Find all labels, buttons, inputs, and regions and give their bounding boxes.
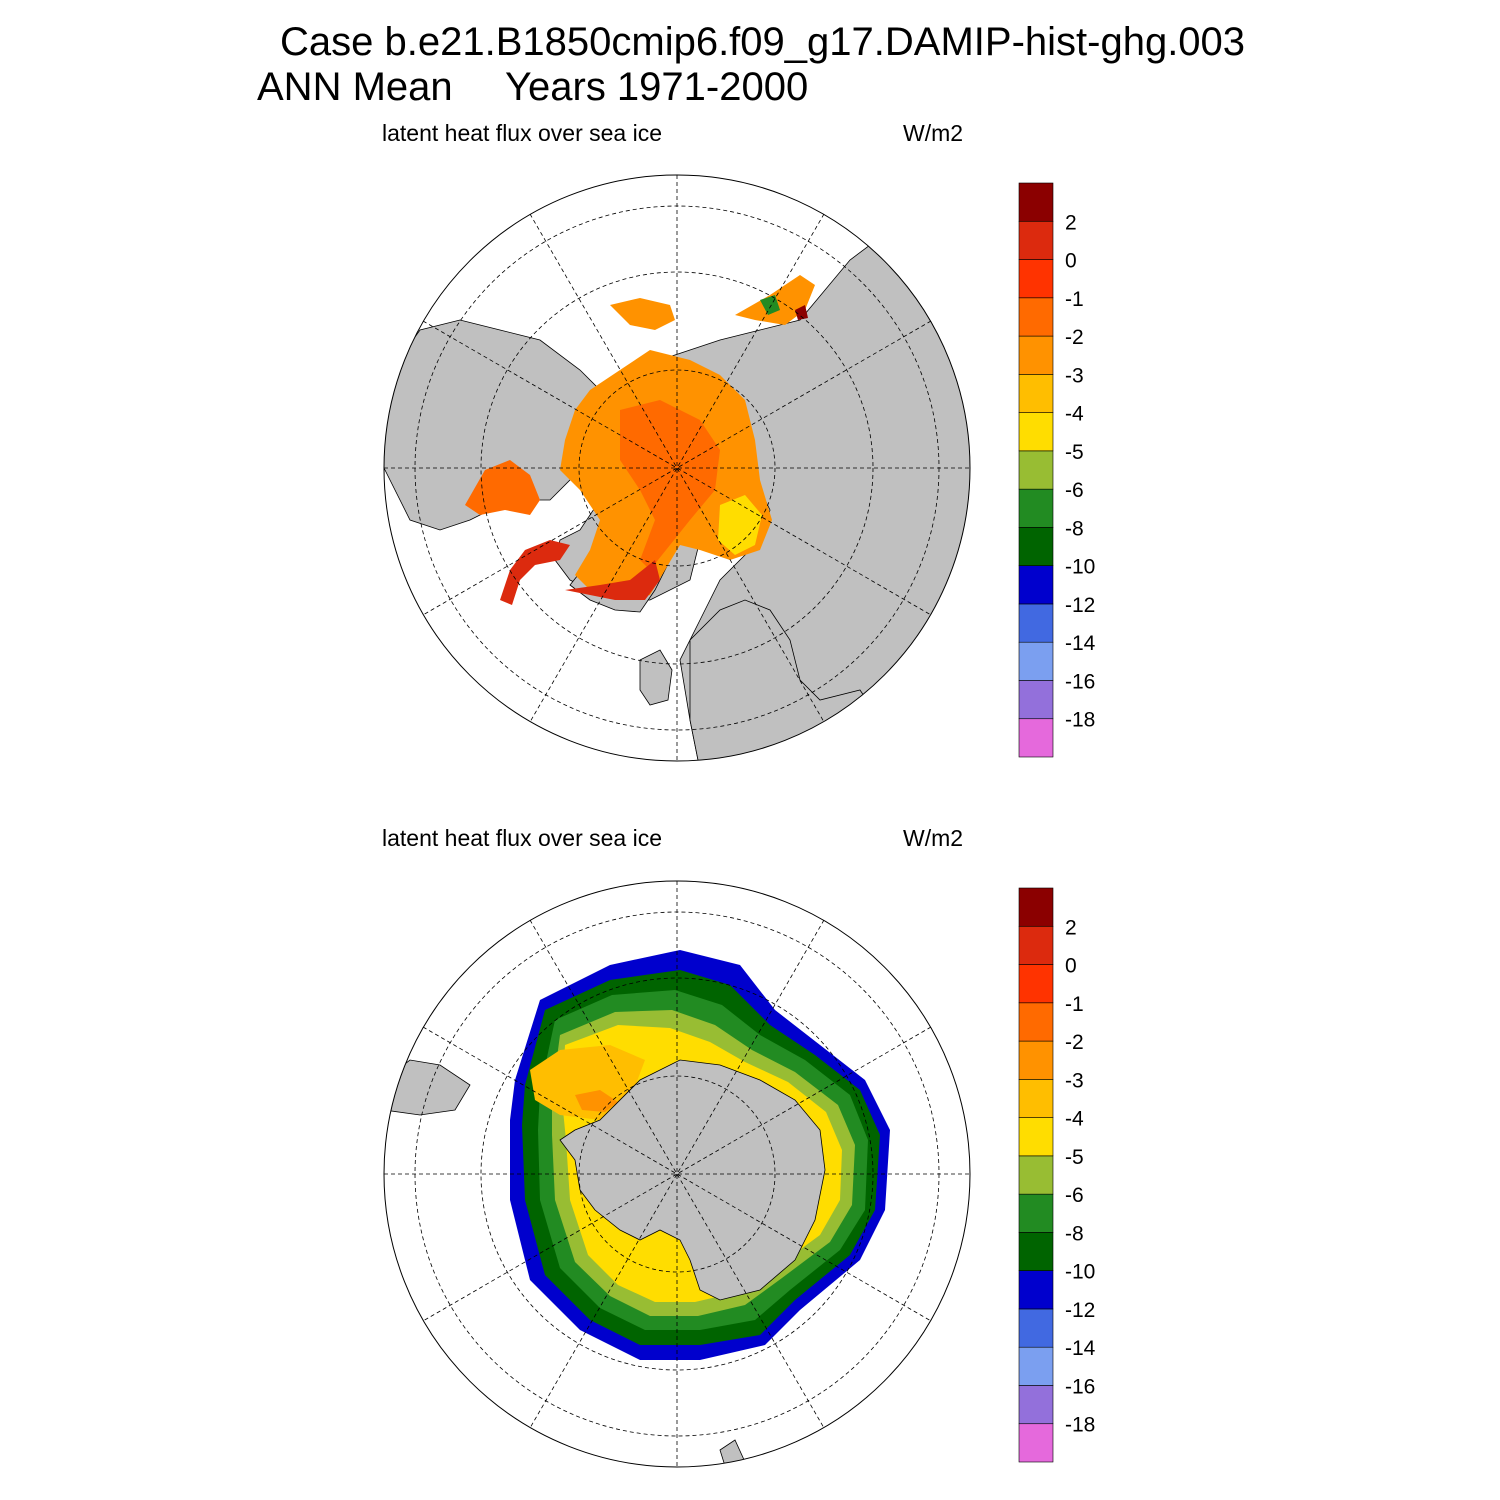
colorbar-tick-label: -14 bbox=[1065, 1337, 1096, 1360]
colorbar-tick-label: -4 bbox=[1065, 1108, 1084, 1131]
colorbar-tick-label: -1 bbox=[1065, 993, 1084, 1016]
south-map-units: W/m2 bbox=[903, 825, 963, 851]
colorbar-bin bbox=[1018, 259, 1054, 299]
north-ice-east-greenland bbox=[565, 560, 660, 600]
colorbar-tick-label: -14 bbox=[1065, 632, 1096, 655]
south-map-border bbox=[383, 880, 971, 1468]
colorbar-bin bbox=[1018, 964, 1054, 1004]
colorbar-tick-label: -5 bbox=[1065, 441, 1084, 464]
colorbar-bin bbox=[1018, 1040, 1054, 1080]
south-land-antarctica bbox=[559, 1059, 826, 1301]
colorbar-tick-label: -6 bbox=[1065, 479, 1084, 502]
north-land-uk bbox=[639, 649, 673, 706]
colorbar-bin bbox=[1018, 527, 1054, 566]
colorbar-tick-label: -18 bbox=[1065, 709, 1095, 732]
colorbar-bin bbox=[1018, 335, 1054, 375]
colorbar-bin bbox=[1018, 182, 1054, 222]
colorbar-bin bbox=[1018, 1308, 1054, 1348]
colorbar-tick-label: -16 bbox=[1065, 670, 1095, 693]
colorbar-tick-label: -16 bbox=[1065, 1375, 1095, 1398]
case-title: Case b.e21.B1850cmip6.f09_g17.DAMIP-hist… bbox=[280, 20, 1245, 64]
colorbar-bin bbox=[1018, 1346, 1054, 1386]
colorbar-bin bbox=[1018, 450, 1054, 490]
colorbar-bin bbox=[1018, 488, 1054, 528]
north-ice-central bbox=[620, 400, 720, 570]
south-map-title: latent heat flux over sea ice bbox=[382, 825, 662, 851]
north-map-units: W/m2 bbox=[903, 120, 963, 146]
colorbar-bin bbox=[1018, 1270, 1054, 1310]
colorbar-bin bbox=[1018, 565, 1054, 605]
north-map-border bbox=[383, 174, 971, 762]
colorbar-tick-label: -3 bbox=[1065, 364, 1084, 387]
north-ice-okhotsk-green bbox=[760, 295, 780, 315]
colorbar-tick-label: -4 bbox=[1065, 403, 1084, 426]
colorbar-tick-label: -8 bbox=[1065, 517, 1084, 540]
colorbar-tick-label: -8 bbox=[1065, 1222, 1084, 1245]
colorbar-tick-label: -12 bbox=[1065, 594, 1095, 617]
south-polar-map bbox=[384, 881, 970, 1467]
colorbar-bin bbox=[1018, 1232, 1054, 1271]
north-colorbar: -18-16-14-12-10-8-6-5-4-3-2-102 bbox=[1018, 182, 1096, 758]
colorbar-tick-label: 0 bbox=[1065, 250, 1077, 273]
south-grid bbox=[384, 881, 970, 1467]
north-map-title: latent heat flux over sea ice bbox=[382, 120, 662, 146]
colorbar-bin bbox=[1018, 1079, 1054, 1118]
north-grid bbox=[384, 175, 970, 761]
colorbar-bin bbox=[1018, 718, 1054, 758]
colorbar-bin bbox=[1018, 374, 1054, 413]
colorbar-bin bbox=[1018, 1002, 1054, 1042]
colorbar-tick-label: -10 bbox=[1065, 1261, 1095, 1284]
colorbar-bin bbox=[1018, 641, 1054, 681]
colorbar-tick-label: -6 bbox=[1065, 1184, 1084, 1207]
colorbar-bin bbox=[1018, 603, 1054, 643]
colorbar-tick-label: 2 bbox=[1065, 916, 1077, 939]
colorbar-tick-label: -10 bbox=[1065, 556, 1095, 579]
colorbar-tick-label: 0 bbox=[1065, 955, 1077, 978]
colorbar-tick-label: -1 bbox=[1065, 288, 1084, 311]
south-colorbar: -18-16-14-12-10-8-6-5-4-3-2-102 bbox=[1018, 887, 1096, 1463]
colorbar-tick-label: -18 bbox=[1065, 1414, 1095, 1437]
colorbar-bin bbox=[1018, 412, 1054, 452]
colorbar-bin bbox=[1018, 297, 1054, 337]
colorbar-bin bbox=[1018, 1193, 1054, 1233]
years-label: Years 1971-2000 bbox=[505, 65, 808, 109]
colorbar-bin bbox=[1018, 887, 1054, 927]
north-ice-yellow-edge bbox=[718, 495, 762, 555]
colorbar-tick-label: -2 bbox=[1065, 1031, 1084, 1054]
north-ice-labrador bbox=[500, 540, 570, 605]
colorbar-bin bbox=[1018, 220, 1054, 260]
colorbar-bin bbox=[1018, 1155, 1054, 1195]
colorbar-tick-label: -5 bbox=[1065, 1146, 1084, 1169]
south-panel: latent heat flux over sea ice W/m2 bbox=[382, 825, 1096, 1468]
south-ice-weddell-core bbox=[575, 1090, 618, 1112]
period-label: ANN Mean bbox=[257, 65, 453, 109]
north-polar-map bbox=[384, 175, 970, 761]
colorbar-bin bbox=[1018, 680, 1054, 720]
colorbar-bin bbox=[1018, 925, 1054, 965]
colorbar-tick-label: -3 bbox=[1065, 1069, 1084, 1092]
north-ice-bering bbox=[610, 298, 675, 330]
colorbar-bin bbox=[1018, 1423, 1054, 1463]
colorbar-bin bbox=[1018, 1385, 1054, 1425]
colorbar-tick-label: -12 bbox=[1065, 1299, 1095, 1322]
north-ice-okhotsk-red bbox=[795, 305, 808, 320]
north-panel: latent heat flux over sea ice W/m2 bbox=[382, 120, 1096, 762]
colorbar-bin bbox=[1018, 1117, 1054, 1157]
colorbar-tick-label: -2 bbox=[1065, 326, 1084, 349]
colorbar-tick-label: 2 bbox=[1065, 211, 1077, 234]
